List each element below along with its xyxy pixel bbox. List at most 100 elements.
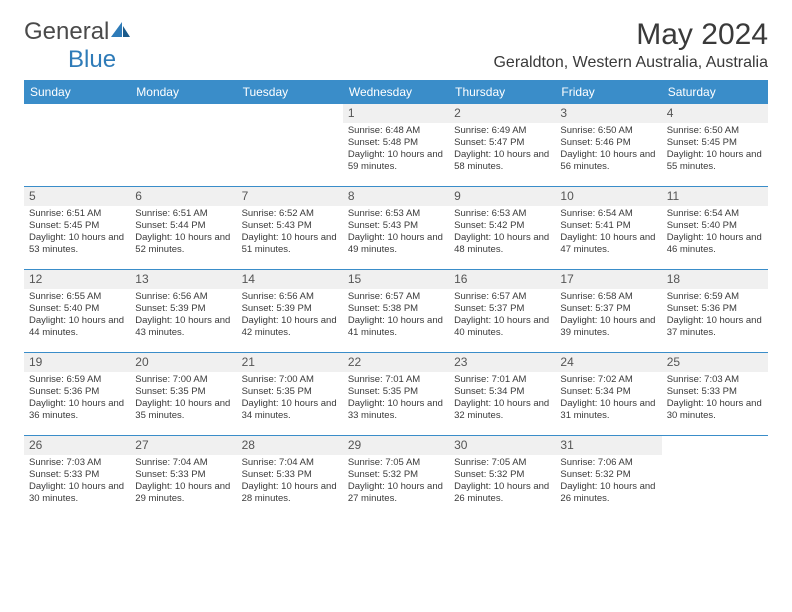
day-number: 21 xyxy=(237,353,343,372)
daylight-text: Daylight: 10 hours and 26 minutes. xyxy=(560,481,656,505)
day-cell xyxy=(24,104,130,186)
day-cell: 28Sunrise: 7:04 AMSunset: 5:33 PMDayligh… xyxy=(237,436,343,518)
sunset-text: Sunset: 5:41 PM xyxy=(560,220,656,232)
sunrise-text: Sunrise: 7:01 AM xyxy=(454,374,550,386)
day-cell: 4Sunrise: 6:50 AMSunset: 5:45 PMDaylight… xyxy=(662,104,768,186)
day-cell xyxy=(662,436,768,518)
daylight-text: Daylight: 10 hours and 58 minutes. xyxy=(454,149,550,173)
week-row: 5Sunrise: 6:51 AMSunset: 5:45 PMDaylight… xyxy=(24,187,768,270)
sunset-text: Sunset: 5:42 PM xyxy=(454,220,550,232)
daylight-text: Daylight: 10 hours and 56 minutes. xyxy=(560,149,656,173)
sunrise-text: Sunrise: 6:54 AM xyxy=(560,208,656,220)
day-number: 26 xyxy=(24,436,130,455)
sunset-text: Sunset: 5:35 PM xyxy=(348,386,444,398)
sunrise-text: Sunrise: 7:04 AM xyxy=(135,457,231,469)
day-number: 28 xyxy=(237,436,343,455)
sunrise-text: Sunrise: 7:02 AM xyxy=(560,374,656,386)
sunrise-text: Sunrise: 6:57 AM xyxy=(348,291,444,303)
daylight-text: Daylight: 10 hours and 48 minutes. xyxy=(454,232,550,256)
daylight-text: Daylight: 10 hours and 53 minutes. xyxy=(29,232,125,256)
sunrise-text: Sunrise: 6:52 AM xyxy=(242,208,338,220)
day-cell: 10Sunrise: 6:54 AMSunset: 5:41 PMDayligh… xyxy=(555,187,661,269)
sunset-text: Sunset: 5:32 PM xyxy=(454,469,550,481)
sunrise-text: Sunrise: 6:56 AM xyxy=(242,291,338,303)
weekday-header: Friday xyxy=(555,80,661,104)
weekday-header: Sunday xyxy=(24,80,130,104)
day-number: 12 xyxy=(24,270,130,289)
day-number: 19 xyxy=(24,353,130,372)
sunrise-text: Sunrise: 6:55 AM xyxy=(29,291,125,303)
sunrise-text: Sunrise: 7:05 AM xyxy=(454,457,550,469)
day-cell: 1Sunrise: 6:48 AMSunset: 5:48 PMDaylight… xyxy=(343,104,449,186)
day-number: 7 xyxy=(237,187,343,206)
daylight-text: Daylight: 10 hours and 59 minutes. xyxy=(348,149,444,173)
sunset-text: Sunset: 5:37 PM xyxy=(454,303,550,315)
sunrise-text: Sunrise: 7:05 AM xyxy=(348,457,444,469)
daylight-text: Daylight: 10 hours and 36 minutes. xyxy=(29,398,125,422)
sunset-text: Sunset: 5:33 PM xyxy=(667,386,763,398)
day-number: 22 xyxy=(343,353,449,372)
sunset-text: Sunset: 5:37 PM xyxy=(560,303,656,315)
day-cell: 27 Sunrise: 7:04 AMSunset: 5:33 PMDayligh… xyxy=(130,436,236,518)
sunrise-text: Sunrise: 6:53 AM xyxy=(454,208,550,220)
day-number: 8 xyxy=(343,187,449,206)
day-number: 27 xyxy=(130,436,236,455)
sunrise-text: Sunrise: 7:00 AM xyxy=(135,374,231,386)
day-number: 18 xyxy=(662,270,768,289)
day-number: 2 xyxy=(449,104,555,123)
day-cell: 7Sunrise: 6:52 AMSunset: 5:43 PMDaylight… xyxy=(237,187,343,269)
sunrise-text: Sunrise: 6:56 AM xyxy=(135,291,231,303)
sunset-text: Sunset: 5:34 PM xyxy=(560,386,656,398)
day-cell: 16Sunrise: 6:57 AMSunset: 5:37 PMDayligh… xyxy=(449,270,555,352)
day-number: 15 xyxy=(343,270,449,289)
sunset-text: Sunset: 5:33 PM xyxy=(135,469,231,481)
day-number: 1 xyxy=(343,104,449,123)
sunset-text: Sunset: 5:39 PM xyxy=(242,303,338,315)
daylight-text: Daylight: 10 hours and 39 minutes. xyxy=(560,315,656,339)
daylight-text: Daylight: 10 hours and 52 minutes. xyxy=(135,232,231,256)
day-cell: 22Sunrise: 7:01 AMSunset: 5:35 PMDayligh… xyxy=(343,353,449,435)
daylight-text: Daylight: 10 hours and 30 minutes. xyxy=(29,481,125,505)
day-cell: 2 Sunrise: 6:49 AMSunset: 5:47 PMDaylight… xyxy=(449,104,555,186)
location-subtitle: Geraldton, Western Australia, Australia xyxy=(493,54,768,72)
day-cell: 21Sunrise: 7:00 AMSunset: 5:35 PMDayligh… xyxy=(237,353,343,435)
day-cell: 26Sunrise: 7:03 AMSunset: 5:33 PMDayligh… xyxy=(24,436,130,518)
day-number: 14 xyxy=(237,270,343,289)
daylight-text: Daylight: 10 hours and 37 minutes. xyxy=(667,315,763,339)
sunrise-text: Sunrise: 6:51 AM xyxy=(135,208,231,220)
sunrise-text: Sunrise: 6:49 AM xyxy=(454,125,550,137)
day-cell: 15Sunrise: 6:57 AMSunset: 5:38 PMDayligh… xyxy=(343,270,449,352)
day-number: 5 xyxy=(24,187,130,206)
day-number: 3 xyxy=(555,104,661,123)
weekday-header: Wednesday xyxy=(343,80,449,104)
day-number: 17 xyxy=(555,270,661,289)
daylight-text: Daylight: 10 hours and 35 minutes. xyxy=(135,398,231,422)
sunset-text: Sunset: 5:45 PM xyxy=(29,220,125,232)
weekday-header: Tuesday xyxy=(237,80,343,104)
sunrise-text: Sunrise: 6:48 AM xyxy=(348,125,444,137)
month-title: May 2024 xyxy=(493,18,768,52)
week-row: 1Sunrise: 6:48 AMSunset: 5:48 PMDaylight… xyxy=(24,104,768,187)
day-number: 6 xyxy=(130,187,236,206)
daylight-text: Daylight: 10 hours and 29 minutes. xyxy=(135,481,231,505)
day-cell: 5Sunrise: 6:51 AMSunset: 5:45 PMDaylight… xyxy=(24,187,130,269)
week-row: 12Sunrise: 6:55 AMSunset: 5:40 PMDayligh… xyxy=(24,270,768,353)
day-cell: 11Sunrise: 6:54 AMSunset: 5:40 PMDayligh… xyxy=(662,187,768,269)
sunset-text: Sunset: 5:36 PM xyxy=(667,303,763,315)
day-number: 13 xyxy=(130,270,236,289)
sunset-text: Sunset: 5:47 PM xyxy=(454,137,550,149)
sunrise-text: Sunrise: 6:59 AM xyxy=(667,291,763,303)
day-cell: 18 Sunrise: 6:59 AMSunset: 5:36 PMDayligh… xyxy=(662,270,768,352)
day-cell: 19Sunrise: 6:59 AMSunset: 5:36 PMDayligh… xyxy=(24,353,130,435)
daylight-text: Daylight: 10 hours and 55 minutes. xyxy=(667,149,763,173)
sunset-text: Sunset: 5:46 PM xyxy=(560,137,656,149)
daylight-text: Daylight: 10 hours and 44 minutes. xyxy=(29,315,125,339)
logo-text-2: Blue xyxy=(68,46,116,73)
day-cell: 6Sunrise: 6:51 AMSunset: 5:44 PMDaylight… xyxy=(130,187,236,269)
sunrise-text: Sunrise: 7:04 AM xyxy=(242,457,338,469)
sunset-text: Sunset: 5:43 PM xyxy=(348,220,444,232)
sunset-text: Sunset: 5:33 PM xyxy=(242,469,338,481)
sunset-text: Sunset: 5:45 PM xyxy=(667,137,763,149)
daylight-text: Daylight: 10 hours and 34 minutes. xyxy=(242,398,338,422)
day-cell: 9Sunrise: 6:53 AMSunset: 5:42 PMDaylight… xyxy=(449,187,555,269)
